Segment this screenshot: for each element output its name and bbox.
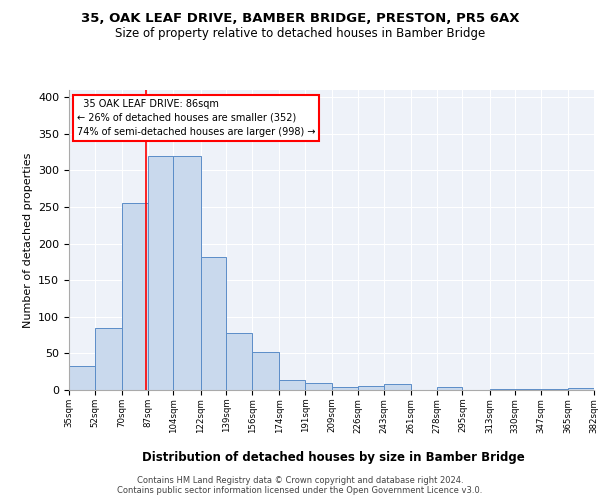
Text: 35 OAK LEAF DRIVE: 86sqm  
← 26% of detached houses are smaller (352)
74% of sem: 35 OAK LEAF DRIVE: 86sqm ← 26% of detach… xyxy=(77,99,315,137)
Bar xyxy=(95,328,122,390)
Bar xyxy=(252,352,280,390)
Bar xyxy=(383,384,411,390)
Bar xyxy=(280,380,305,390)
Bar xyxy=(122,204,148,390)
Y-axis label: Number of detached properties: Number of detached properties xyxy=(23,152,32,328)
Bar xyxy=(332,387,358,390)
Bar xyxy=(148,156,173,390)
Bar xyxy=(358,386,383,390)
Text: Distribution of detached houses by size in Bamber Bridge: Distribution of detached houses by size … xyxy=(142,451,524,464)
Bar xyxy=(490,388,515,390)
Text: Size of property relative to detached houses in Bamber Bridge: Size of property relative to detached ho… xyxy=(115,28,485,40)
Bar xyxy=(568,388,594,390)
Bar xyxy=(437,387,463,390)
Bar xyxy=(305,382,332,390)
Bar xyxy=(226,333,252,390)
Bar xyxy=(173,156,200,390)
Bar xyxy=(69,366,95,390)
Bar xyxy=(200,257,226,390)
Text: Contains HM Land Registry data © Crown copyright and database right 2024.
Contai: Contains HM Land Registry data © Crown c… xyxy=(118,476,482,495)
Text: 35, OAK LEAF DRIVE, BAMBER BRIDGE, PRESTON, PR5 6AX: 35, OAK LEAF DRIVE, BAMBER BRIDGE, PREST… xyxy=(81,12,519,26)
